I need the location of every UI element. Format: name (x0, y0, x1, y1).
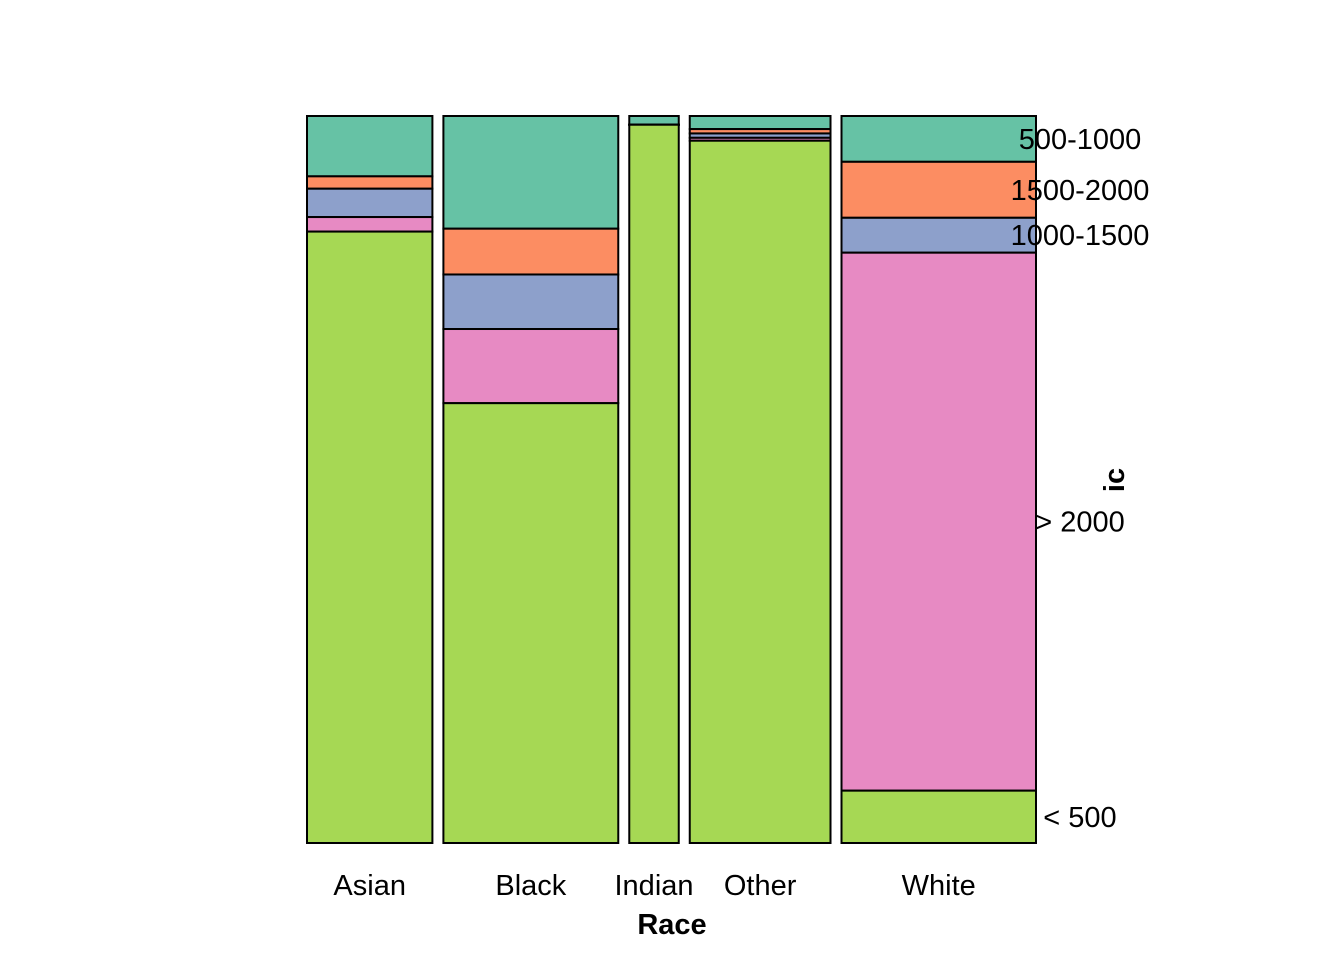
y-level-labels: 500-1000 1500-2000 1000-1500 > 2000 < 500 (1011, 124, 1150, 834)
mosaic-tile-white-1500-2000 (840, 160, 1037, 219)
mosaic-tile-asian-1500-2000 (306, 175, 434, 190)
x-tick-label-asian: Asian (333, 870, 406, 902)
mosaic-tile-black-1000-1500 (442, 273, 620, 331)
mosaic-tile-black-500 (442, 402, 620, 844)
y-axis-title: ic (1099, 468, 1131, 492)
mosaic-tile-white-500-1000 (840, 115, 1037, 163)
y-level-label-500: < 500 (1043, 802, 1116, 834)
y-level-label-1000-1500: 1000-1500 (1011, 220, 1150, 252)
mosaic-tile-black-500-1000 (442, 115, 620, 230)
x-axis-title: Race (637, 909, 706, 941)
mosaic-tile-asian-500 (306, 230, 434, 844)
mosaic-tile-asian-1000-1500 (306, 187, 434, 219)
x-tick-label-other: Other (724, 870, 797, 902)
mosaic-tile-other-500 (688, 139, 832, 844)
x-tick-labels: Asian Black Indian Other White (333, 870, 975, 902)
mosaic-tile-asian-500-1000 (306, 115, 434, 178)
mosaic-tile-asian-2000 (306, 216, 434, 233)
mosaic-tile-white-2000 (840, 251, 1037, 792)
y-level-label-2000: > 2000 (1035, 507, 1125, 539)
mosaic-tile-indian-500-1000 (628, 115, 680, 126)
mosaic-tile-black-1500-2000 (442, 227, 620, 276)
mosaic-tile-black-2000 (442, 328, 620, 405)
y-level-label-500-1000: 500-1000 (1019, 124, 1142, 156)
mosaic-columns (306, 115, 1037, 845)
x-tick-label-indian: Indian (615, 870, 694, 902)
y-level-label-1500-2000: 1500-2000 (1011, 175, 1150, 207)
x-tick-label-black: Black (495, 870, 566, 902)
mosaic-tile-white-500 (840, 789, 1037, 845)
x-tick-label-white: White (902, 870, 976, 902)
mosaic-tile-other-500-1000 (688, 115, 832, 131)
mosaic-tile-indian-500 (628, 123, 680, 844)
mosaic-tile-white-1000-1500 (840, 216, 1037, 254)
